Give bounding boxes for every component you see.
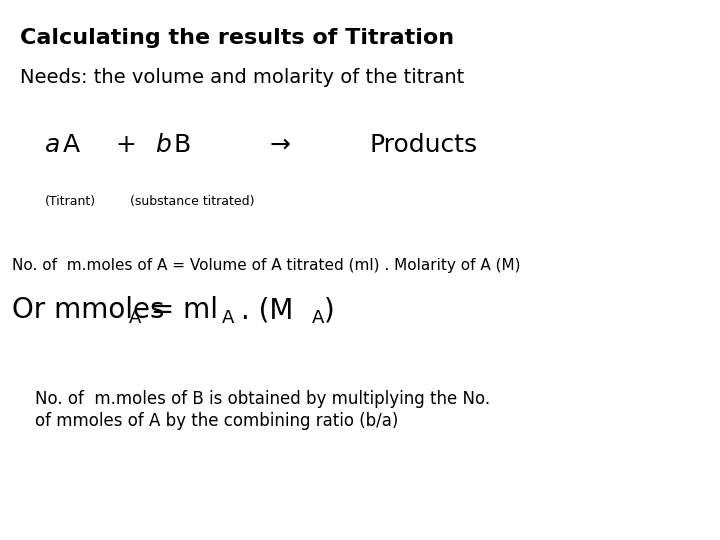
Text: (substance titrated): (substance titrated) <box>130 195 254 208</box>
Text: +: + <box>115 133 136 157</box>
Text: Calculating the results of Titration: Calculating the results of Titration <box>20 28 454 48</box>
Text: Products: Products <box>370 133 478 157</box>
Text: B: B <box>173 133 190 157</box>
Text: →: → <box>270 133 291 157</box>
Text: . (M: . (M <box>232 296 293 324</box>
Text: A: A <box>63 133 80 157</box>
Text: A: A <box>222 309 235 327</box>
Text: of mmoles of A by the combining ratio (b/a): of mmoles of A by the combining ratio (b… <box>35 412 398 430</box>
Text: A: A <box>129 309 141 327</box>
Text: Needs: the volume and molarity of the titrant: Needs: the volume and molarity of the ti… <box>20 68 464 87</box>
Text: A: A <box>312 309 325 327</box>
Text: = ml: = ml <box>142 296 218 324</box>
Text: Or mmoles: Or mmoles <box>12 296 164 324</box>
Text: ): ) <box>324 296 335 324</box>
Text: (Titrant): (Titrant) <box>45 195 96 208</box>
Text: a: a <box>45 133 60 157</box>
Text: b: b <box>155 133 171 157</box>
Text: No. of  m.moles of B is obtained by multiplying the No.: No. of m.moles of B is obtained by multi… <box>35 390 490 408</box>
Text: No. of  m.moles of A = Volume of A titrated (ml) . Molarity of A (M): No. of m.moles of A = Volume of A titrat… <box>12 258 521 273</box>
